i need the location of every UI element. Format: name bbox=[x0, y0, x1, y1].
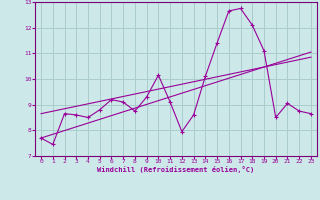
X-axis label: Windchill (Refroidissement éolien,°C): Windchill (Refroidissement éolien,°C) bbox=[97, 166, 255, 173]
